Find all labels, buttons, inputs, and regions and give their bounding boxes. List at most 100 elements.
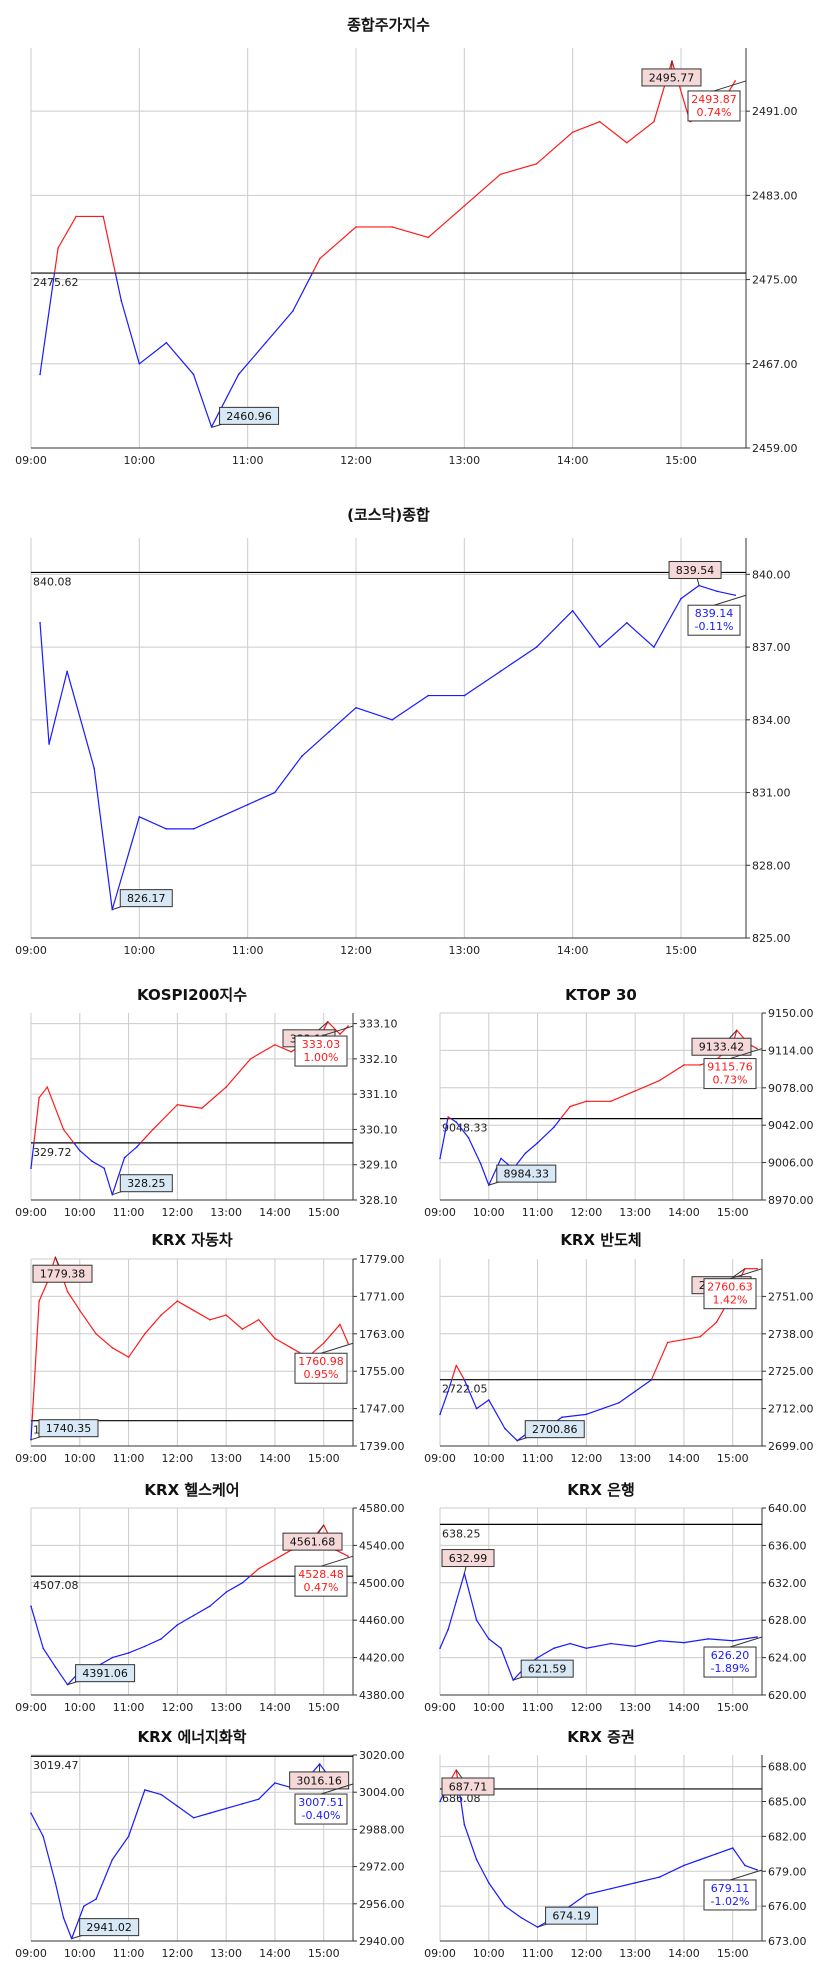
- low-callout-box: [545, 1906, 599, 1925]
- last-callout-box: [703, 1278, 757, 1310]
- series-segment: [193, 816, 221, 830]
- series-point: [715, 1321, 718, 1324]
- series-point: [144, 1645, 146, 1648]
- series-point: [225, 1314, 227, 1316]
- last-callout-leader: [729, 1636, 763, 1648]
- series-segment: [536, 610, 574, 648]
- y-tick-label: 9042.00: [768, 1119, 814, 1132]
- series-segment: [111, 1157, 126, 1195]
- y-tick-label: 2712.00: [768, 1403, 814, 1416]
- series-segment: [67, 1291, 81, 1311]
- series-point: [144, 1333, 146, 1335]
- series-point: [135, 1146, 138, 1148]
- low-callout-box: [520, 1659, 574, 1678]
- x-tick-label: 14:00: [259, 1947, 291, 1960]
- series-point: [744, 1864, 746, 1867]
- low-callout-box: [38, 1419, 99, 1438]
- high-callout-box: [691, 1037, 752, 1056]
- series-segment: [699, 1321, 717, 1338]
- low-callout-label: 621.59: [528, 1663, 567, 1676]
- series-point: [46, 1086, 49, 1088]
- last-callout-leader: [729, 1869, 763, 1881]
- series-segment: [659, 1640, 684, 1644]
- series-point: [257, 1798, 260, 1800]
- series-point: [658, 1079, 661, 1082]
- y-tick-label: 2738.00: [768, 1328, 814, 1341]
- series-segment: [635, 1640, 660, 1647]
- series-point: [500, 1647, 502, 1650]
- x-tick-label: 12:00: [571, 1701, 603, 1714]
- series-point: [683, 1641, 685, 1644]
- high-callout-label: 687.71: [449, 1780, 488, 1793]
- series-segment: [95, 1333, 113, 1349]
- last-value-label: 626.20: [711, 1649, 750, 1662]
- series-segment: [177, 1104, 202, 1109]
- y-tick-label: 688.00: [768, 1761, 807, 1774]
- series-segment: [83, 1898, 97, 1907]
- series-segment: [54, 1882, 65, 1918]
- series-segment: [42, 1836, 56, 1884]
- series-segment: [79, 1150, 93, 1162]
- series-segment: [258, 1558, 276, 1570]
- y-tick-label: 2699.00: [768, 1440, 814, 1453]
- series-segment: [63, 1129, 75, 1144]
- series-segment: [450, 1118, 457, 1123]
- series-segment: [274, 1549, 292, 1560]
- series-segment: [177, 1615, 194, 1626]
- series-point: [38, 1096, 40, 1099]
- series-segment: [258, 1319, 276, 1339]
- series-segment: [54, 1666, 69, 1685]
- series-segment: [500, 646, 537, 672]
- series-segment: [225, 1058, 251, 1088]
- series-segment: [732, 1636, 758, 1642]
- series-point: [165, 341, 168, 344]
- x-tick-label: 14:00: [668, 1452, 700, 1465]
- chart-title: KOSPI200지수: [137, 986, 247, 1004]
- y-tick-label: 640.00: [768, 1502, 807, 1515]
- series-segment: [339, 1025, 349, 1035]
- x-tick-label: 14:00: [668, 1947, 700, 1960]
- x-tick-label: 14:00: [557, 944, 589, 957]
- series-segment: [602, 1402, 620, 1410]
- series-segment: [33, 1097, 40, 1143]
- last-value-label: 3007.51: [298, 1796, 344, 1809]
- series-point: [391, 226, 393, 228]
- series-segment: [42, 1647, 56, 1668]
- series-point: [699, 1064, 702, 1066]
- high-callout-label: 9133.42: [699, 1041, 745, 1054]
- series-segment: [680, 585, 700, 600]
- series-segment: [112, 1347, 129, 1358]
- series-segment: [683, 1638, 709, 1644]
- high-callout-label: 2495.77: [649, 71, 695, 84]
- x-tick-label: 14:00: [557, 454, 589, 467]
- series-segment: [610, 1090, 636, 1102]
- y-tick-label: 4580.00: [359, 1502, 405, 1515]
- series-point: [209, 1605, 211, 1607]
- high-callout-box: [32, 1264, 93, 1283]
- series-point: [209, 1318, 211, 1321]
- series-point: [598, 120, 601, 123]
- last-value-label: 679.11: [711, 1882, 750, 1895]
- y-tick-label: 825.00: [752, 932, 791, 945]
- series-segment: [62, 1917, 73, 1939]
- series-segment: [439, 1629, 449, 1649]
- series-point: [176, 1103, 179, 1106]
- chart-title: KRX 반도체: [560, 1231, 641, 1249]
- series-segment: [335, 1549, 349, 1557]
- series-point: [95, 1898, 97, 1900]
- x-tick-label: 13:00: [210, 1701, 242, 1714]
- series-point: [683, 1338, 685, 1341]
- series-segment: [467, 1137, 482, 1164]
- x-tick-label: 12:00: [162, 1206, 194, 1219]
- x-tick-label: 10:00: [123, 944, 155, 957]
- series-segment: [209, 1314, 227, 1321]
- x-tick-label: 10:00: [64, 1701, 96, 1714]
- chart-5: KRX 자동차 09:00 10:00 11:00 12:00 13:00 14:00 15:…: [15, 1231, 404, 1465]
- series-point: [176, 1624, 179, 1626]
- x-tick-label: 11:00: [522, 1206, 554, 1219]
- last-callout-leader: [713, 80, 747, 92]
- x-tick-label: 11:00: [113, 1947, 145, 1960]
- series-point: [274, 1043, 276, 1046]
- last-callout-box: [294, 1565, 348, 1597]
- series-segment: [455, 1573, 465, 1602]
